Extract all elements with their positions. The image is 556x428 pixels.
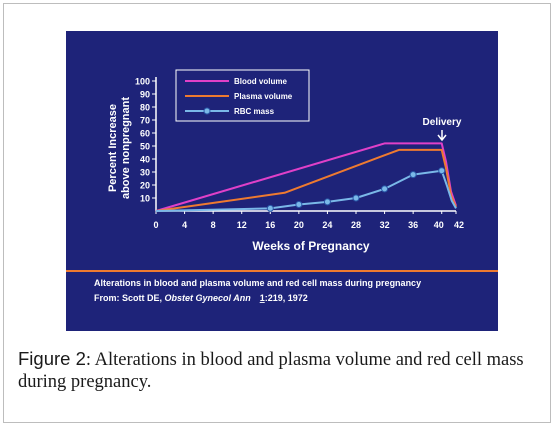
figure-frame: 10 20 30 40 50 60 70 80 90 100 0 4 8 12 16 20 24 28 32 36 4… <box>3 3 551 423</box>
x-tick-label: 32 <box>380 220 390 230</box>
source-from: From: Scott DE, <box>94 293 165 303</box>
y-axis-label-line2: above nonpregnant <box>120 97 132 199</box>
x-tick-label: 36 <box>408 220 418 230</box>
y-tick-label: 60 <box>140 129 150 139</box>
legend-label-rbc-mass: RBC mass <box>234 107 275 116</box>
x-axis-label: Weeks of Pregnancy <box>252 239 369 253</box>
x-tick-label: 40 <box>434 220 444 230</box>
source-journal: Obstet Gynecol Ann <box>165 293 252 303</box>
x-tick-label: 20 <box>294 220 304 230</box>
x-tick-label: 28 <box>351 220 361 230</box>
rbc-mass-point <box>438 167 446 175</box>
y-tick-label: 40 <box>140 155 150 165</box>
y-tick-label: 70 <box>140 116 150 126</box>
figure-caption-text: : Alterations in blood and plasma volume… <box>18 350 524 392</box>
x-tick-label: 16 <box>265 220 275 230</box>
rbc-mass-point <box>323 198 331 206</box>
y-tick-label: 20 <box>140 181 150 191</box>
figure-label: Figure 2 <box>18 348 86 369</box>
y-tick-label: 30 <box>140 168 150 178</box>
y-tick-label: 100 <box>135 77 150 87</box>
y-tick-label: 10 <box>140 194 150 204</box>
legend-label-plasma-volume: Plasma volume <box>234 92 293 101</box>
x-tick-label: 8 <box>211 220 216 230</box>
source-pages: :219, 1972 <box>265 293 308 303</box>
x-tick-label: 24 <box>322 220 332 230</box>
delivery-annotation: Delivery <box>423 117 462 128</box>
y-tick-label: 50 <box>140 142 150 152</box>
source-citation: From: Scott DE, Obstet Gynecol Ann 1:219,… <box>94 293 308 303</box>
x-tick-label: 4 <box>182 220 187 230</box>
y-tick-label: 80 <box>140 103 150 113</box>
legend-box <box>175 69 310 122</box>
legend-marker-rbc-mass <box>203 107 211 115</box>
source-caption: Alterations in blood and plasma volume a… <box>94 278 421 288</box>
rbc-mass-point <box>381 185 389 193</box>
chart-slide: 10 20 30 40 50 60 70 80 90 100 0 4 8 12 16 20 24 28 32 36 4… <box>66 31 498 331</box>
rbc-mass-point <box>409 171 417 179</box>
source-volume: 1 <box>260 293 265 303</box>
rbc-mass-point <box>295 201 303 208</box>
x-tick-label: 0 <box>153 220 158 230</box>
rbc-mass-point <box>266 204 274 212</box>
plasma-volume-line <box>155 148 457 212</box>
x-tick-label: 12 <box>237 220 247 230</box>
delivery-arrow <box>437 130 447 142</box>
y-axis-label-line1: Percent Increase <box>107 104 119 192</box>
y-tick-label: 90 <box>140 90 150 100</box>
rbc-mass-point <box>352 194 360 202</box>
blood-volume-line <box>155 142 457 212</box>
line-chart: 10 20 30 40 50 60 70 80 90 100 0 4 8 12 16 20 24 28 32 36 4… <box>66 69 498 303</box>
figure-caption: Figure 2: Alterations in blood and plasm… <box>18 348 548 393</box>
legend-label-blood-volume: Blood volume <box>234 77 287 86</box>
x-tick-label: 42 <box>454 220 464 230</box>
